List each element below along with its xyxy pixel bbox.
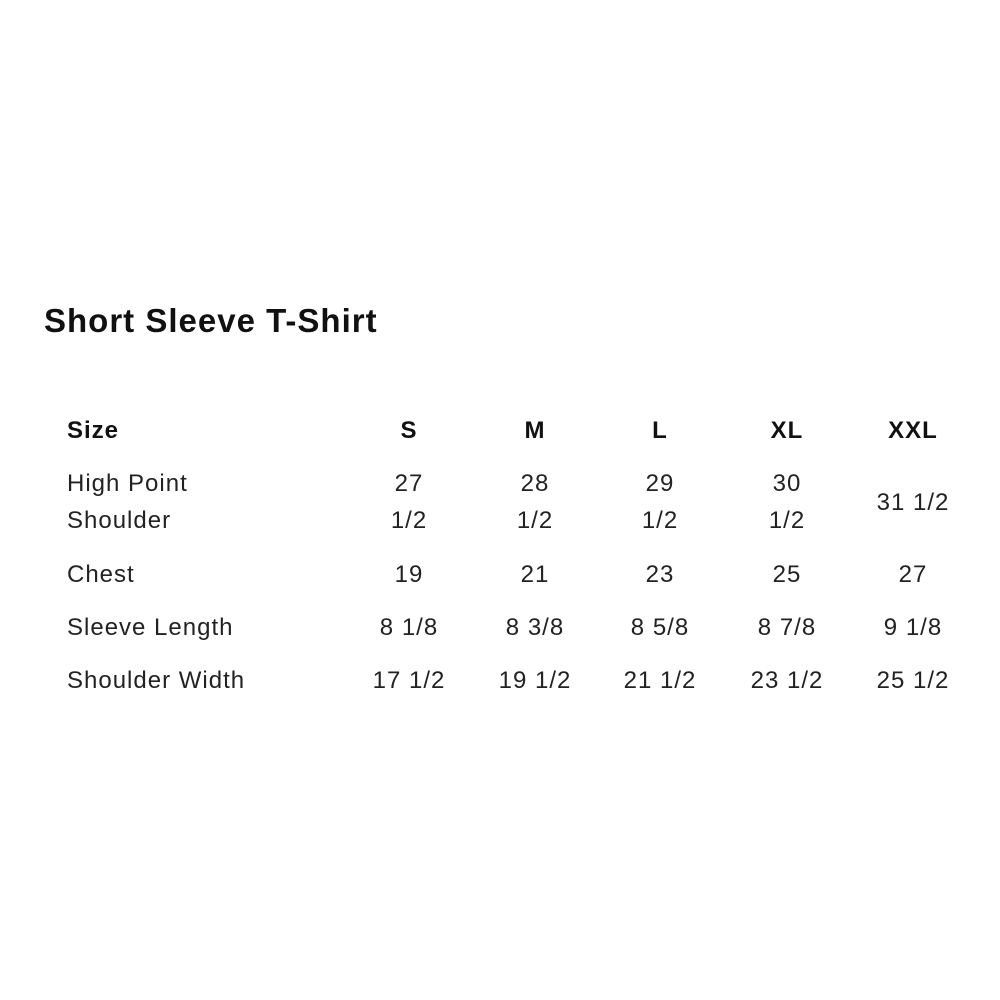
cell-value: 31 1/2 <box>876 488 950 516</box>
row-label: Shoulder Width <box>67 667 246 694</box>
cell-value: 23 <box>645 561 675 588</box>
cell-value: 1/2 <box>641 507 679 534</box>
page-title: Short Sleeve T-Shirt <box>44 302 378 339</box>
cell-value: 17 1/2 <box>372 667 446 694</box>
cell-value: 8 3/8 <box>505 614 565 641</box>
cell-value: 1/2 <box>516 507 554 534</box>
size-header-m: M <box>524 417 546 444</box>
row-label: Shoulder <box>67 507 172 534</box>
cell-value: 9 1/8 <box>883 614 943 641</box>
cell-value: 8 5/8 <box>630 614 690 641</box>
size-header-l: L <box>652 417 668 444</box>
row-label: Sleeve Length <box>67 614 234 641</box>
cell-value: 21 <box>520 561 550 588</box>
cell-value: 8 7/8 <box>757 614 817 641</box>
row-label: Chest <box>67 561 135 588</box>
cell-value: 19 1/2 <box>498 667 572 694</box>
cell-value: 29 <box>645 470 675 497</box>
cell-value: 27 <box>394 470 424 497</box>
cell-value: 25 1/2 <box>876 667 950 694</box>
size-header-xl: XL <box>770 417 804 444</box>
cell-value: 19 <box>394 561 424 588</box>
cell-value: 27 <box>898 561 928 588</box>
cell-value: 1/2 <box>390 507 428 534</box>
cell-value: 21 1/2 <box>623 667 697 694</box>
header-label: Size <box>67 417 120 444</box>
cell-value: 23 1/2 <box>750 667 824 694</box>
size-header-s: S <box>400 417 418 444</box>
row-label: High Point <box>67 470 188 497</box>
cell-value: 1/2 <box>768 507 806 534</box>
cell-value: 28 <box>520 470 550 497</box>
size-header-xxl: XXL <box>888 417 938 444</box>
cell-value: 8 1/8 <box>379 614 439 641</box>
cell-value: 30 <box>772 470 802 497</box>
cell-value: 25 <box>772 561 802 588</box>
